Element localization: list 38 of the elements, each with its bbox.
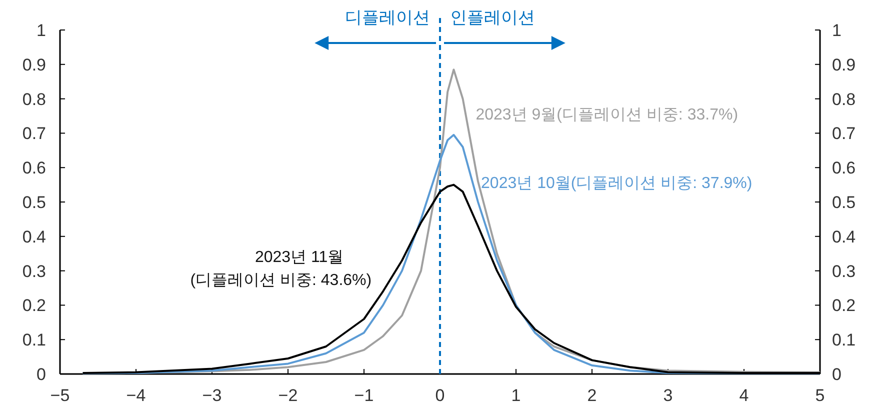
- x-tick-label: −5: [50, 386, 70, 405]
- y2-tick-label: 0.3: [832, 262, 856, 281]
- x-tick-label: 4: [739, 386, 749, 405]
- y-tick-label: 0.2: [22, 296, 46, 316]
- x-tick-label: −3: [202, 386, 222, 405]
- series-label: 2023년 9월(디플레이션 비중: 33.7%): [476, 106, 738, 124]
- x-tick-label: 2: [587, 386, 597, 405]
- y-tick-label: 0.1: [22, 330, 46, 350]
- x-tick-label: −4: [126, 386, 146, 405]
- y2-tick-label: 0: [832, 365, 842, 384]
- y2-tick-label: 0.4: [832, 227, 856, 246]
- y-tick-label: 0.5: [22, 193, 46, 212]
- y-tick-label: 0.7: [22, 124, 46, 144]
- y-tick-label: 0.4: [22, 227, 46, 246]
- x-tick-label: 3: [663, 386, 673, 405]
- text: 디플레이션: [345, 8, 430, 27]
- x-tick-label: −1: [354, 386, 374, 405]
- y-tick-label: 0.6: [22, 158, 46, 178]
- y2-tick-label: 0.9: [832, 55, 856, 74]
- y2-tick-label: 0.2: [832, 296, 856, 316]
- x-tick-label: −2: [278, 386, 298, 405]
- y2-tick-label: 0.6: [832, 158, 856, 178]
- x-tick-label: 0: [435, 386, 445, 405]
- y-tick-label: 1: [36, 21, 46, 40]
- y2-tick-label: 0.1: [832, 330, 856, 350]
- x-tick-label: 1: [511, 386, 521, 405]
- y-tick-label: 0: [36, 365, 46, 384]
- y2-tick-label: 1: [832, 21, 842, 40]
- series-label: 2023년 10월(디플레이션 비중: 37.9%): [481, 175, 752, 192]
- series-label: 2023년 11월 (디플레이션 비중: 43.6%): [190, 249, 372, 290]
- y-tick-label: 0.9: [22, 55, 46, 74]
- y2-tick-label: 0.7: [832, 124, 856, 144]
- x-tick-label: 5: [815, 386, 825, 405]
- y-tick-label: 0.8: [22, 90, 46, 109]
- y2-tick-label: 0.8: [832, 90, 856, 109]
- text: 인플레이션: [450, 8, 535, 27]
- y2-tick-label: 0.5: [832, 193, 856, 212]
- y-tick-label: 0.3: [22, 262, 46, 281]
